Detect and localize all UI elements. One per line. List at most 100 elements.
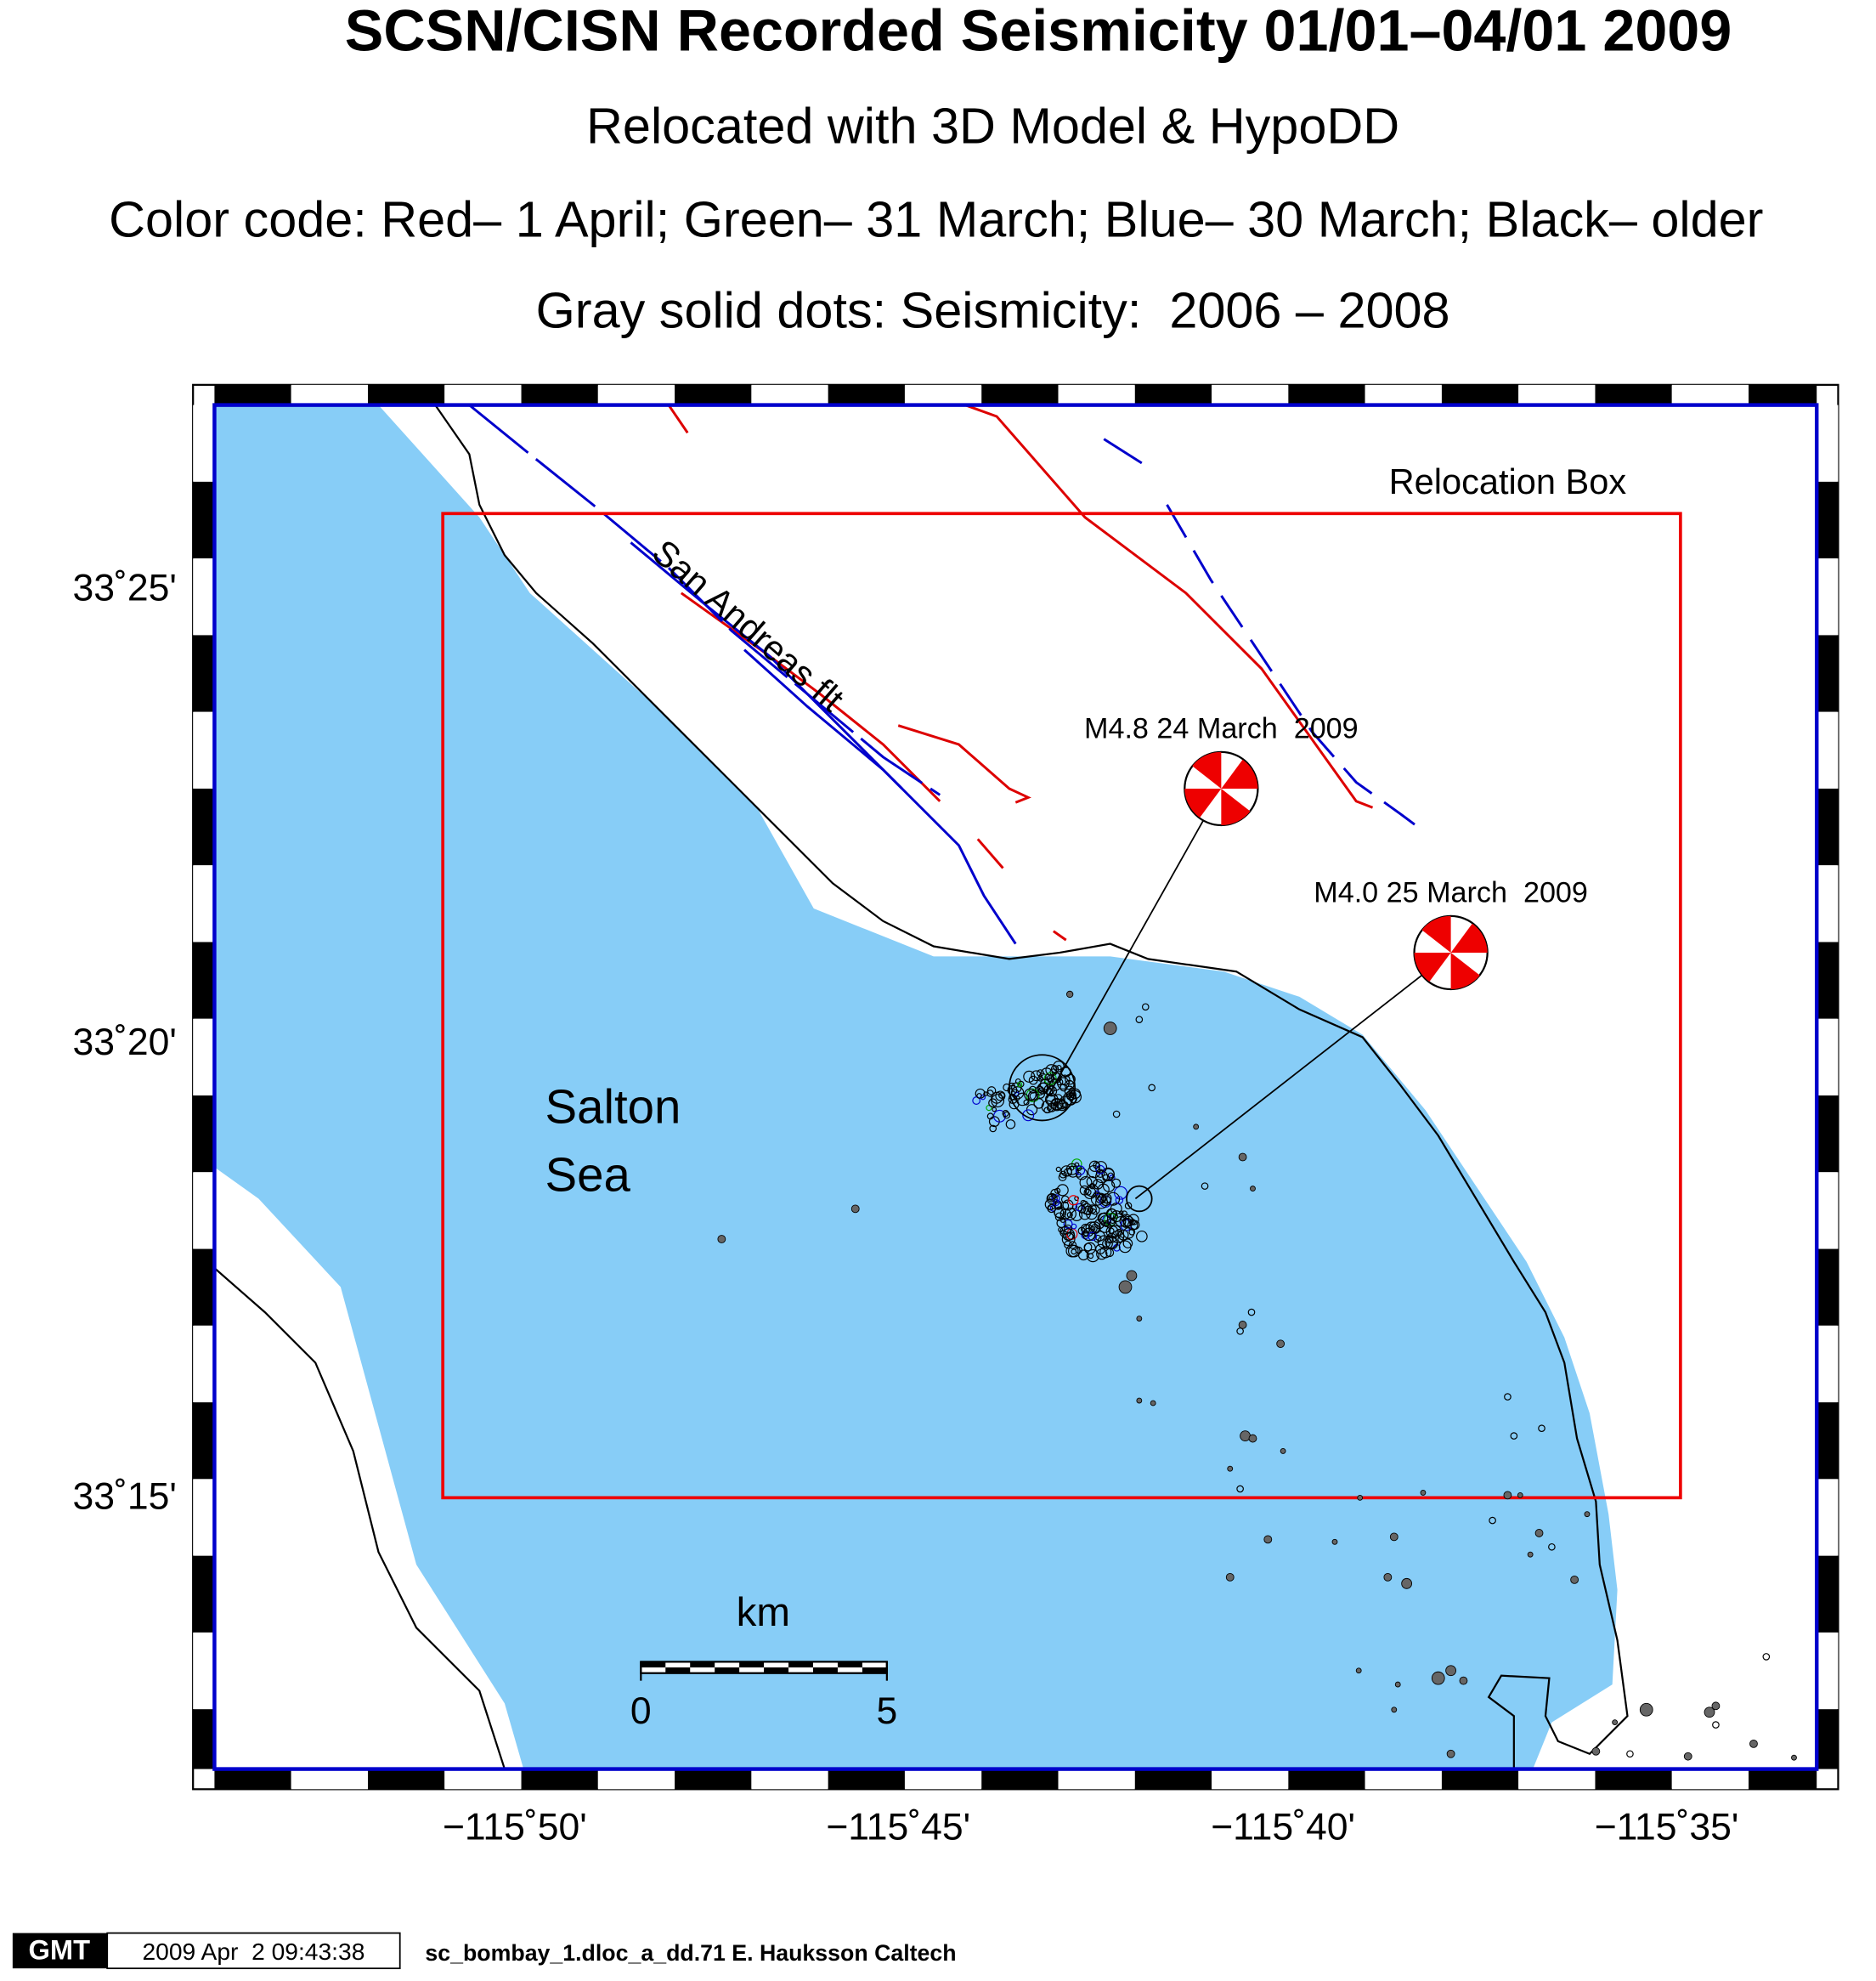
checker-cell — [1441, 1769, 1519, 1790]
event-dot — [1063, 1219, 1073, 1229]
background-dot — [1591, 1746, 1601, 1756]
lon-label: −115˚35' — [1595, 1807, 1739, 1848]
checker-cell — [751, 384, 828, 405]
checker-cell — [1212, 384, 1289, 405]
event-dot — [1088, 1164, 1101, 1179]
event-dot — [1066, 1211, 1073, 1219]
checker-cell — [1817, 1402, 1839, 1480]
event-dot — [1069, 1165, 1075, 1171]
checker-cell — [1518, 1769, 1596, 1790]
checker-cell — [597, 1769, 675, 1790]
axis-labels: 33˚25' 33˚20' 33˚15' −115˚50' −115˚45' −115˚4… — [72, 568, 1738, 1848]
scale-segment — [715, 1667, 740, 1673]
event-dot — [1071, 1248, 1077, 1255]
gray-dots-note: Gray solid dots: Seismicity: 2006 – 2008 — [536, 281, 1450, 338]
event-dot — [1128, 1228, 1136, 1236]
background-dot — [1118, 1280, 1133, 1294]
event-dot — [1097, 1213, 1109, 1224]
checker-cell — [675, 384, 752, 405]
event-dot — [972, 1096, 981, 1105]
event-dot — [1086, 1248, 1099, 1263]
checker-cell — [214, 384, 291, 405]
event-dot — [1111, 1178, 1122, 1188]
event-dot — [1088, 1182, 1096, 1190]
event-dot — [1002, 1110, 1009, 1118]
background-dot — [1459, 1676, 1468, 1685]
checker-cell — [904, 384, 982, 405]
event-dot — [1712, 1721, 1720, 1729]
checker-cell — [367, 384, 445, 405]
timestamp-box — [106, 1932, 401, 1970]
beachball-quadrants — [1414, 915, 1488, 990]
event-dot — [1015, 1092, 1030, 1107]
checker-cell — [193, 942, 215, 1019]
checker-cell — [193, 1709, 215, 1769]
background-dot — [1639, 1702, 1653, 1717]
checker-cell — [904, 1769, 982, 1790]
event-dot — [1058, 1226, 1064, 1233]
event-dot — [1049, 1068, 1058, 1077]
event-dot — [1124, 1202, 1133, 1210]
event-dot — [1065, 1073, 1076, 1085]
event-dot — [1092, 1179, 1104, 1190]
background-dot — [850, 1204, 860, 1214]
background-dot — [1357, 1494, 1364, 1501]
checker-cell — [193, 1325, 215, 1403]
scale-segment — [788, 1661, 813, 1668]
faults — [468, 404, 1427, 945]
event-dot — [1118, 1240, 1132, 1254]
background-dot — [1704, 1706, 1715, 1718]
event-dot — [1047, 1203, 1056, 1214]
event-dot — [1095, 1170, 1109, 1184]
event-circle — [1009, 1054, 1076, 1122]
event-dot — [1109, 1225, 1122, 1237]
checker-cell — [521, 1769, 598, 1790]
leader — [1046, 788, 1223, 1099]
event-dot — [1056, 1078, 1064, 1086]
background-dot — [1331, 1538, 1338, 1545]
event-dot — [1102, 1238, 1113, 1249]
background-dot — [1394, 1681, 1401, 1688]
checker-cell — [1134, 1769, 1212, 1790]
lon-label: −115˚50' — [443, 1807, 587, 1848]
checker-cell — [367, 1769, 445, 1790]
event-dot — [1102, 1174, 1110, 1182]
map-frame — [192, 383, 1839, 1791]
background-dot — [1263, 1535, 1273, 1544]
event-label: M4.0 25 March 2009 — [1314, 877, 1588, 909]
checker-cell — [1365, 1769, 1442, 1790]
event-dot — [1054, 1212, 1065, 1222]
event-dot — [1085, 1221, 1098, 1234]
scale-tick-label: 0 — [630, 1690, 652, 1732]
background-dot — [1383, 1572, 1393, 1582]
event-dot — [1037, 1075, 1043, 1082]
event-dot — [1064, 1208, 1076, 1220]
event-dot — [1148, 1084, 1156, 1092]
seismicity — [717, 990, 1797, 1761]
event-dot — [1078, 1208, 1091, 1220]
event-dot — [1088, 1160, 1101, 1172]
scale-tick-label: 5 — [876, 1690, 897, 1732]
event-dot — [1024, 1088, 1037, 1101]
scale-segment — [690, 1661, 715, 1668]
event-dot — [1043, 1107, 1051, 1114]
event-dot — [995, 1090, 1006, 1101]
checker-cell — [1212, 1769, 1289, 1790]
checker-cell — [1749, 384, 1817, 405]
event-dot — [1141, 1003, 1150, 1011]
event-dot — [1053, 1199, 1060, 1207]
event-dot — [1048, 1205, 1054, 1211]
checker-cell — [1288, 384, 1365, 405]
checker-cell — [1365, 384, 1442, 405]
background-dot — [1225, 1572, 1235, 1582]
checker-cell — [1817, 1018, 1839, 1096]
background-dot — [1445, 1665, 1456, 1677]
leader — [1134, 952, 1452, 1200]
event-dot — [1236, 1327, 1244, 1335]
checker-cell — [291, 384, 368, 405]
checker-cell — [1817, 1248, 1839, 1326]
event-dot — [1101, 1168, 1115, 1181]
checker-cell — [1817, 711, 1839, 789]
coastline — [434, 404, 1629, 1769]
